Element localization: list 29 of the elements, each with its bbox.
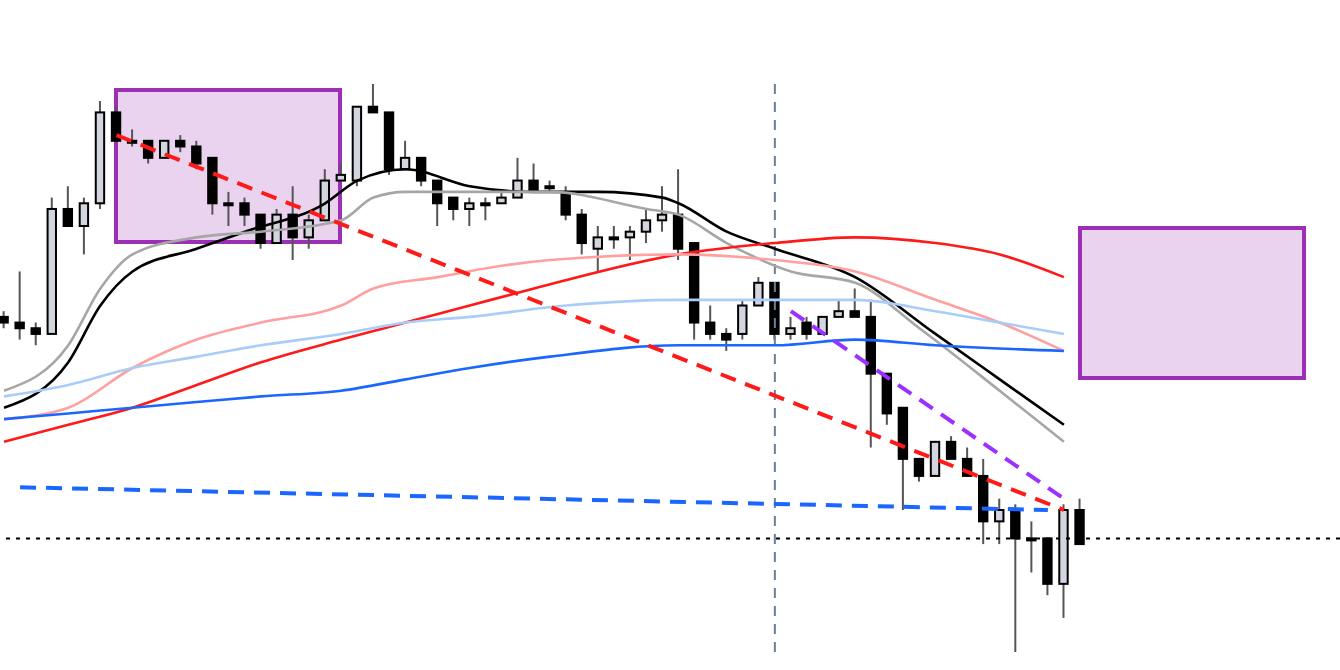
candlestick — [223, 190, 234, 227]
candlestick — [560, 185, 571, 222]
candlestick — [367, 84, 379, 114]
candlestick — [913, 457, 925, 483]
candlestick — [624, 225, 636, 262]
candlestick — [592, 225, 603, 273]
candlestick — [704, 304, 716, 341]
candlestick — [30, 321, 41, 347]
candlestick — [785, 315, 796, 341]
candlestick — [207, 156, 218, 216]
candlestick — [110, 105, 122, 142]
candlestick — [849, 287, 860, 318]
candlestick — [737, 298, 748, 341]
candlestick — [801, 315, 812, 341]
candlestick — [608, 225, 620, 250]
candlestick — [576, 207, 587, 256]
candlestick — [656, 185, 668, 233]
candlestick — [239, 196, 250, 227]
candlestick — [62, 185, 74, 227]
candlestick — [14, 270, 25, 341]
candlestick — [721, 327, 732, 352]
candlestick — [464, 196, 475, 227]
candlestick — [78, 196, 90, 256]
candlestick — [945, 435, 957, 460]
candlestick — [640, 207, 652, 245]
candlestick — [480, 196, 491, 222]
candlestick — [929, 440, 941, 477]
candlestick — [753, 276, 764, 307]
candlestick — [448, 196, 459, 222]
